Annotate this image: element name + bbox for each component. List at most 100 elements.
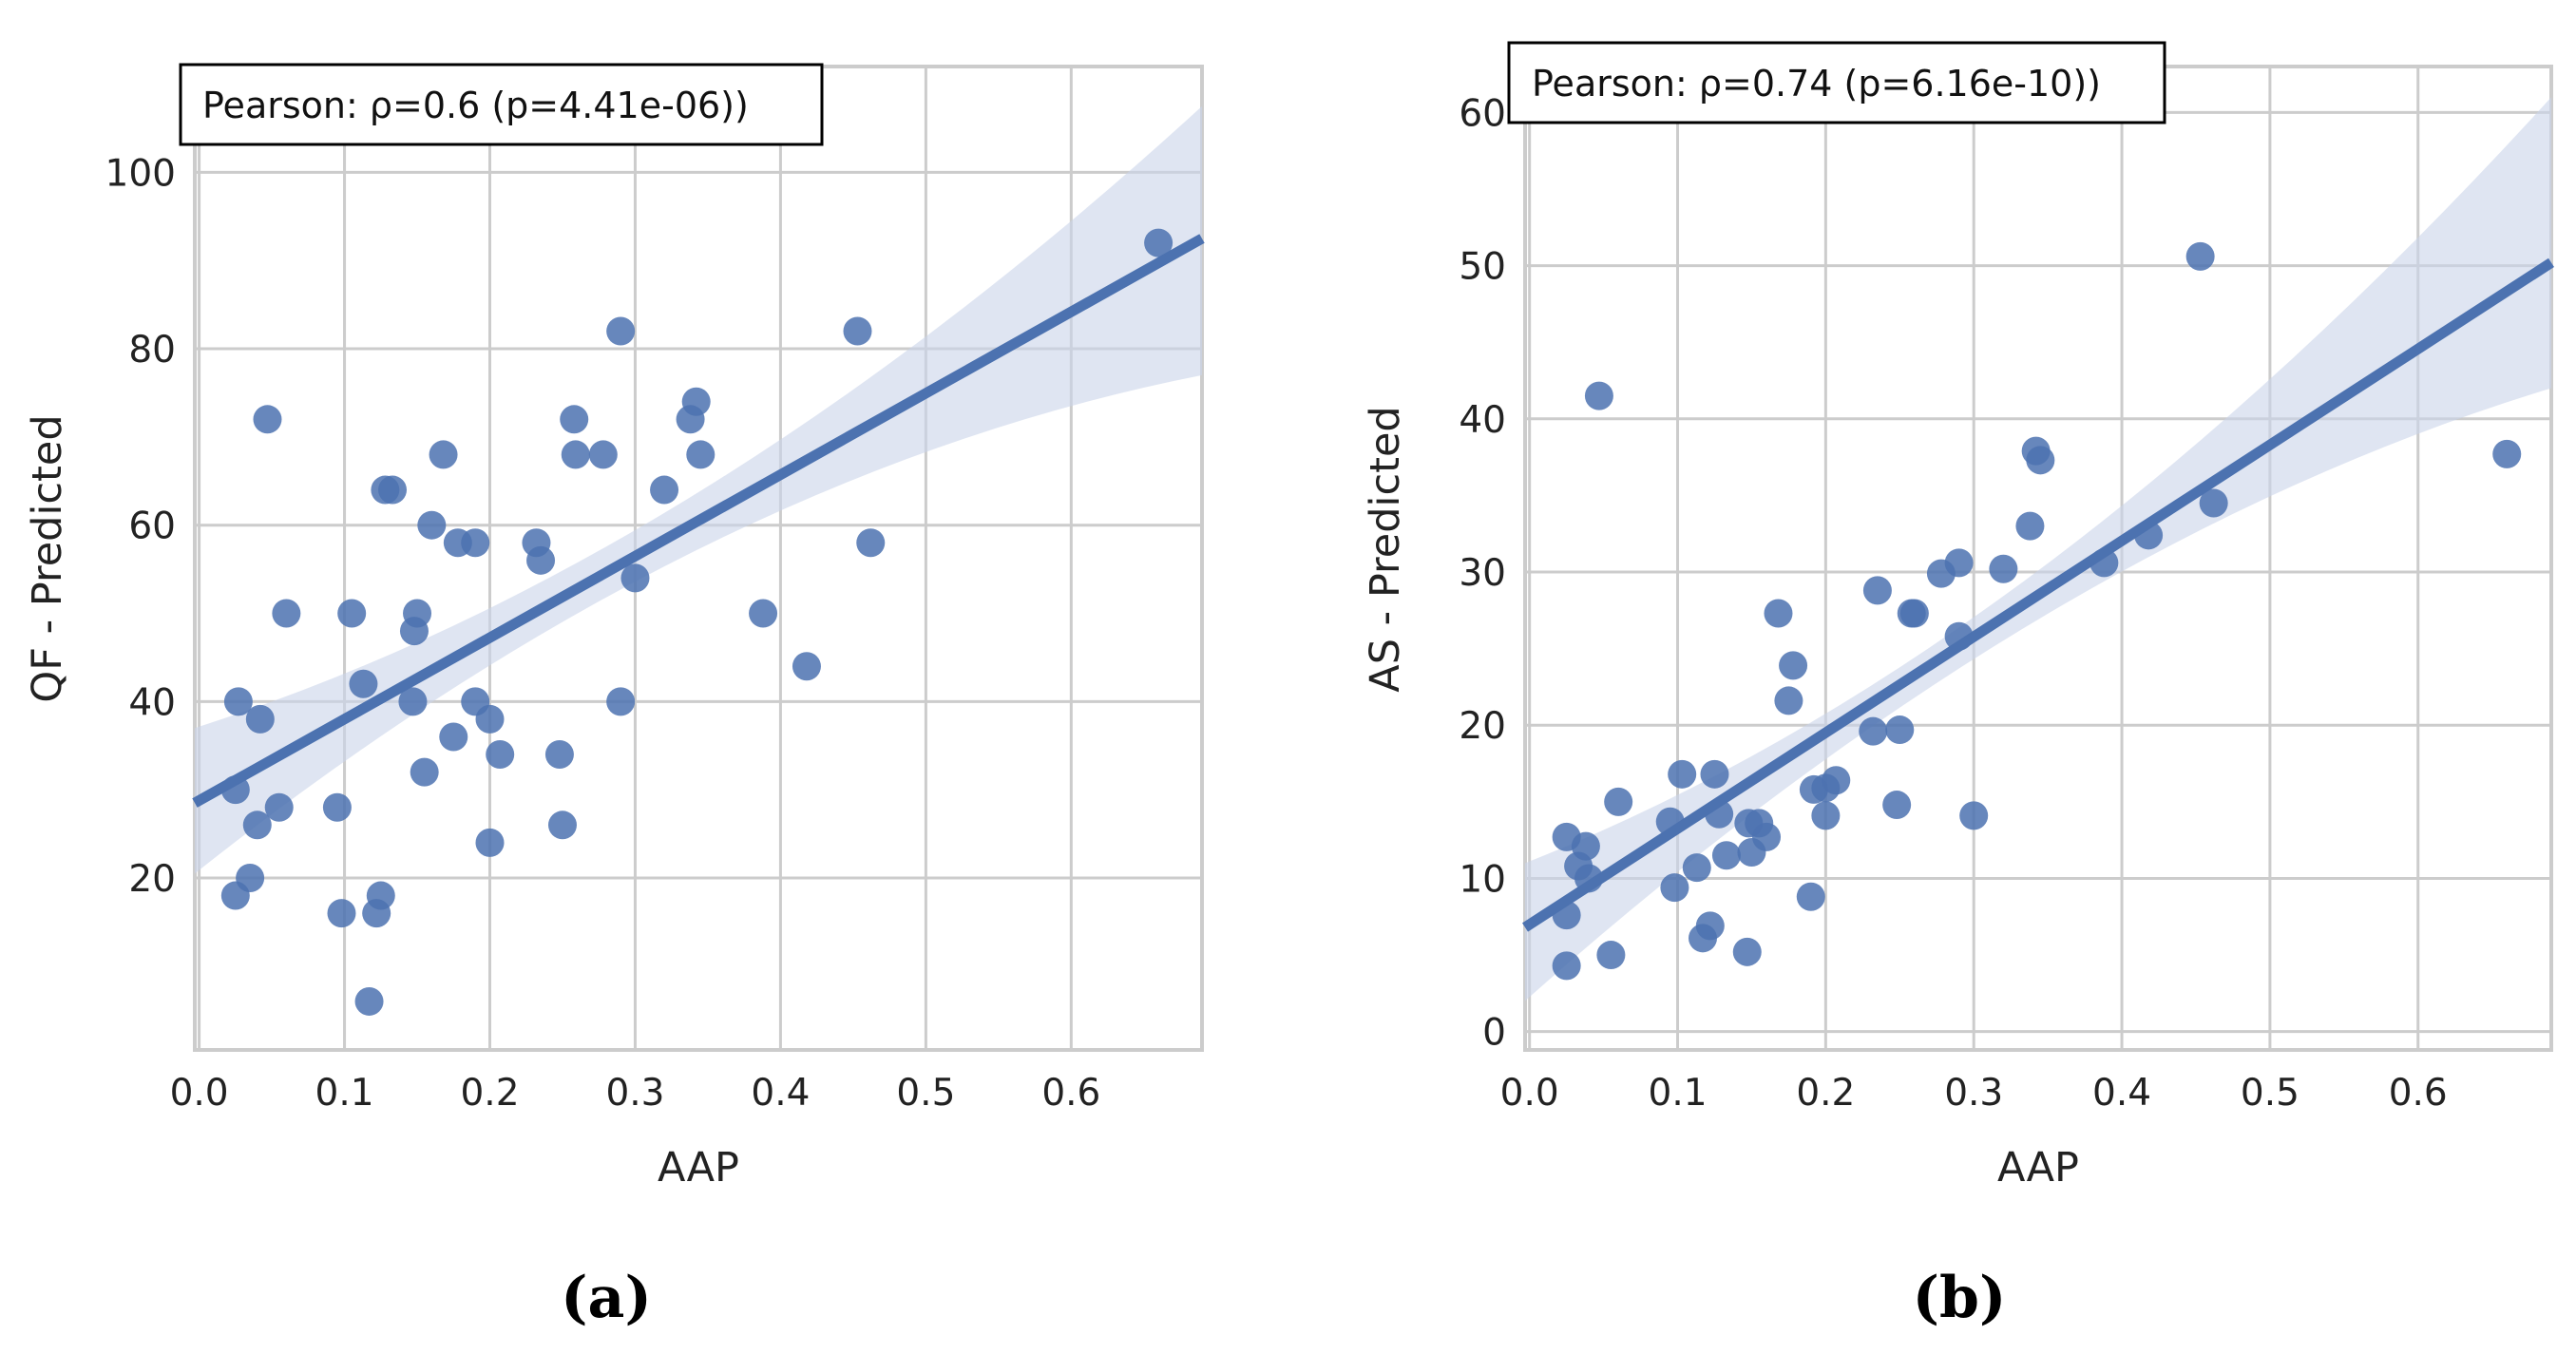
x-tick-label: 0.3 — [1944, 1072, 2003, 1115]
scatter-point — [1944, 621, 1974, 651]
scatter-point — [686, 440, 716, 469]
scatter-point — [620, 563, 650, 593]
scatter-point — [2134, 521, 2164, 550]
scatter-point — [1752, 822, 1782, 851]
y-tick-label: 40 — [128, 681, 176, 724]
y-tick-label: 20 — [1459, 705, 1506, 748]
scatter-point — [410, 757, 439, 787]
y-tick-label: 30 — [1459, 552, 1506, 595]
scatter-point — [1711, 841, 1741, 870]
y-axis-ticks: 20 40 60 80 100 — [105, 152, 176, 901]
y-axis-label: QF - Predicted — [24, 414, 71, 702]
scatter-point — [220, 775, 250, 805]
scatter-point — [1668, 759, 1697, 789]
x-tick-label: 0.2 — [1796, 1072, 1855, 1115]
chart-panel-a: 0.0 0.1 0.2 0.3 0.4 0.5 0.6 20 40 60 80 100 Pearso… — [24, 63, 1205, 1331]
scatter-point — [1604, 787, 1633, 816]
chart-panel-b: 0.0 0.1 0.2 0.3 0.4 0.5 0.6 0 10 20 30 40 50 60 Pear… — [1362, 41, 2554, 1331]
scatter-point — [1596, 941, 1626, 970]
annotation-text: Pearson: ρ=0.6 (p=4.41e-06)) — [202, 85, 749, 126]
scatter-point — [264, 792, 294, 822]
scatter-point — [322, 792, 352, 822]
scatter-point — [327, 899, 356, 928]
plot-area — [193, 65, 1204, 1052]
y-tick-label: 100 — [105, 152, 176, 195]
scatter-points — [220, 228, 1174, 1016]
confidence-band-area — [195, 105, 1202, 874]
scatter-point — [1885, 715, 1915, 745]
scatter-point — [1660, 873, 1689, 903]
x-tick-label: 0.5 — [896, 1072, 955, 1115]
scatter-point — [1552, 951, 1581, 981]
scatter-point — [1552, 901, 1581, 930]
scatter-point — [1144, 228, 1174, 257]
x-tick-label: 0.1 — [1649, 1072, 1708, 1115]
regression-line-path — [1522, 257, 2554, 932]
scatter-point — [1811, 801, 1841, 830]
annotation-border — [179, 63, 824, 146]
scatter-point — [378, 475, 408, 505]
x-axis-label: AAP — [658, 1144, 739, 1192]
scatter-point — [681, 387, 711, 416]
annotation-box: Pearson: ρ=0.6 (p=4.41e-06)) — [179, 63, 824, 146]
scatter-point — [253, 405, 282, 434]
scatter-point — [1764, 599, 1793, 628]
scatter-point — [561, 440, 590, 469]
scatter-point — [475, 704, 505, 734]
regression-line-path — [192, 234, 1205, 808]
scatter-point — [403, 599, 432, 628]
scatter-point — [1571, 831, 1600, 861]
confidence-band — [195, 105, 1202, 874]
scatter-point — [417, 510, 447, 540]
scatter-point — [1705, 799, 1734, 829]
y-tick-label: 20 — [128, 858, 176, 901]
scatter-point — [461, 528, 490, 558]
scatter-point — [1859, 716, 1888, 746]
y-tick-label: 40 — [1459, 399, 1506, 442]
scatter-point — [1944, 548, 1974, 578]
panel-caption-b: (b) — [1913, 1265, 2007, 1331]
scatter-point — [398, 687, 428, 716]
scatter-point — [1732, 937, 1762, 966]
scatter-point — [1882, 791, 1912, 820]
scatter-point — [1899, 599, 1929, 628]
scatter-point — [1655, 807, 1685, 836]
scatter-point — [588, 440, 618, 469]
annotation-box: Pearson: ρ=0.74 (p=6.16e-10)) — [1507, 41, 2166, 124]
scatter-point — [560, 405, 589, 434]
scatter-point — [1695, 911, 1725, 941]
y-tick-label: 10 — [1459, 858, 1506, 901]
scatter-point — [245, 704, 275, 734]
scatter-point — [439, 722, 468, 752]
scatter-point — [2492, 439, 2522, 468]
x-tick-label: 0.4 — [751, 1072, 810, 1115]
y-tick-label: 50 — [1459, 246, 1506, 289]
scatter-point — [2185, 241, 2215, 271]
scatter-point — [337, 599, 367, 628]
x-axis-ticks: 0.0 0.1 0.2 0.3 0.4 0.5 0.6 — [1500, 1072, 2448, 1115]
scatter-point — [1774, 686, 1803, 715]
scatter-point — [236, 863, 265, 892]
scatter-point — [486, 740, 515, 770]
scatter-point — [1989, 554, 2018, 583]
scatter-points — [1552, 241, 2522, 981]
y-tick-label: 80 — [128, 329, 176, 372]
scatter-point — [2089, 548, 2119, 578]
y-tick-label: 60 — [1459, 92, 1506, 135]
x-axis-ticks: 0.0 0.1 0.2 0.3 0.4 0.5 0.6 — [170, 1072, 1101, 1115]
scatter-point — [223, 687, 253, 716]
confidence-band — [1525, 97, 2551, 1001]
scatter-point — [544, 740, 574, 770]
scatter-point — [606, 316, 636, 346]
x-axis-label: AAP — [1997, 1144, 2079, 1192]
scatter-point — [1822, 766, 1851, 795]
panel-caption-a: (a) — [561, 1265, 652, 1331]
x-tick-label: 0.1 — [315, 1072, 374, 1115]
x-tick-label: 0.6 — [2389, 1072, 2448, 1115]
scatter-point — [2199, 488, 2228, 518]
x-tick-label: 0.6 — [1041, 1072, 1100, 1115]
scatter-point — [354, 986, 384, 1016]
scatter-point — [1574, 864, 1604, 893]
scatter-point — [856, 528, 886, 558]
scatter-point — [1779, 651, 1808, 680]
